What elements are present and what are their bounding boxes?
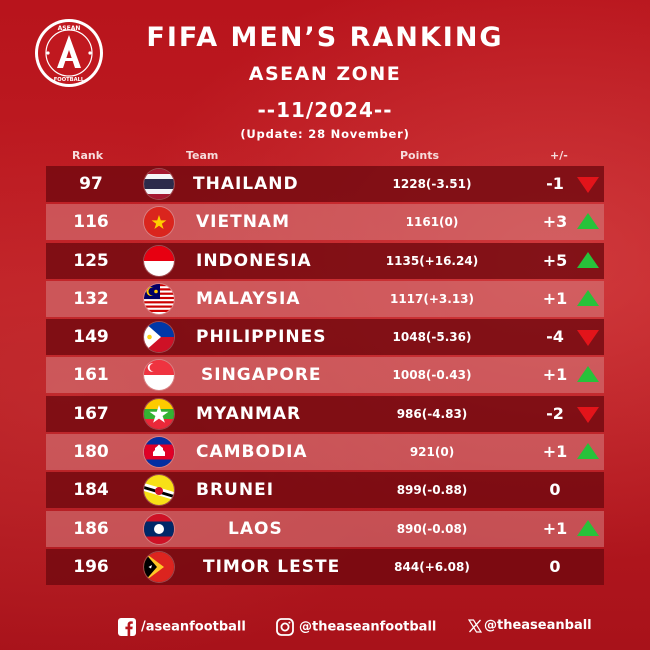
team-cell: BRUNEI: [196, 480, 275, 501]
instagram-handle: @theaseanfootball: [299, 619, 437, 635]
points-cell: 1048(-5.36): [392, 330, 472, 345]
svg-text:ASEAN: ASEAN: [58, 25, 81, 32]
rank-cell: 180: [73, 442, 109, 463]
change-cell: -2: [546, 403, 564, 423]
points-cell: 1117(+3.13): [389, 291, 475, 306]
team-cell: THAILAND: [193, 174, 299, 194]
facebook-handle: /aseanfootball: [141, 619, 246, 635]
down-arrow-icon: [577, 406, 599, 423]
column-header-rank: Rank: [72, 149, 104, 162]
rank-cell: 116: [73, 212, 109, 233]
x-link[interactable]: @theaseanball: [467, 618, 592, 638]
rank-cell: 167: [73, 403, 109, 424]
table-row: 161 SINGAPORE 1008(-0.43) +1: [46, 357, 604, 394]
vietnam-flag-icon: [144, 207, 174, 238]
team-cell: CAMBODIA: [196, 442, 308, 463]
table-row: 132 MALAYSIA 1117(+3.13) +1: [46, 280, 604, 317]
singapore-flag-icon: [144, 360, 174, 391]
rank-cell: 149: [73, 327, 109, 348]
indonesia-flag-icon: [144, 245, 174, 276]
change-cell: 0: [549, 556, 561, 576]
change-cell: -4: [546, 327, 564, 347]
update-date: (Update: 28 November): [240, 127, 410, 141]
points-cell: 1161(0): [405, 215, 459, 230]
column-header-team: Team: [186, 149, 219, 162]
change-cell: +1: [542, 365, 568, 385]
page-title: FIFA MEN’S RANKING: [146, 22, 504, 53]
rank-cell: 186: [73, 518, 109, 539]
table-row: 97 THAILAND 1228(-3.51) -1: [46, 166, 604, 202]
up-arrow-icon: [577, 213, 599, 230]
points-cell: 1135(+16.24): [385, 253, 479, 268]
up-arrow-icon: [577, 443, 599, 460]
cambodia-flag-icon: [144, 437, 174, 468]
rank-cell: 132: [73, 288, 109, 309]
svg-text:FOOTBALL: FOOTBALL: [54, 77, 85, 83]
team-cell: SINGAPORE: [201, 365, 322, 386]
down-arrow-icon: [577, 330, 599, 347]
points-cell: 890(-0.08): [396, 521, 468, 536]
rank-cell: 184: [73, 480, 109, 501]
column-header-points: Points: [400, 149, 440, 162]
team-cell: TIMOR LESTE: [203, 556, 341, 577]
thailand-flag-icon: [144, 169, 174, 199]
ranking-table: 97 THAILAND 1228(-3.51) -1 116 VIETNAM 1…: [46, 166, 604, 587]
points-cell: 1228(-3.51): [392, 177, 472, 191]
up-arrow-icon: [577, 519, 599, 536]
change-cell: +1: [542, 442, 568, 462]
table-row: 180 CAMBODIA 921(0) +1: [46, 434, 604, 471]
team-cell: LAOS: [228, 518, 283, 539]
table-row: 116 VIETNAM 1161(0) +3: [46, 204, 604, 241]
malaysia-flag-icon: [144, 283, 174, 314]
rank-cell: 125: [73, 250, 109, 271]
column-header-change: +/-: [550, 149, 568, 162]
philippines-flag-icon: [144, 322, 174, 353]
change-cell: +5: [542, 250, 568, 270]
asean-football-logo: ASEAN FOOTBALL: [34, 18, 104, 88]
team-cell: PHILIPPINES: [196, 327, 327, 348]
instagram-icon: [276, 618, 294, 636]
change-cell: +3: [542, 212, 568, 232]
down-arrow-icon: [577, 177, 599, 193]
points-cell: 921(0): [409, 445, 455, 460]
change-cell: -1: [546, 174, 564, 193]
brunei-flag-icon: [144, 475, 174, 506]
points-cell: 1008(-0.43): [392, 368, 472, 383]
team-cell: VIETNAM: [196, 212, 290, 233]
points-cell: 844(+6.08): [394, 559, 470, 574]
change-cell: 0: [549, 480, 561, 500]
rank-cell: 196: [73, 556, 109, 577]
zone-subtitle: ASEAN ZONE: [248, 63, 402, 85]
points-cell: 986(-4.83): [396, 406, 468, 421]
up-arrow-icon: [577, 289, 599, 306]
rank-cell: 161: [73, 365, 109, 386]
team-cell: MYANMAR: [196, 403, 302, 424]
table-row: 125 INDONESIA 1135(+16.24) +5: [46, 242, 604, 279]
instagram-link[interactable]: @theaseanfootball: [276, 618, 436, 638]
facebook-icon: [118, 618, 136, 636]
rank-cell: 97: [79, 174, 103, 194]
facebook-link[interactable]: /aseanfootball: [118, 618, 246, 638]
up-arrow-icon: [577, 366, 599, 383]
timor-leste-flag-icon: [144, 551, 174, 582]
x-handle: @theaseanball: [484, 618, 592, 633]
ranking-period: --11/2024--: [257, 98, 393, 122]
laos-flag-icon: [144, 513, 174, 544]
team-cell: INDONESIA: [196, 250, 312, 271]
table-row: 149 PHILIPPINES 1048(-5.36) -4: [46, 319, 604, 356]
up-arrow-icon: [577, 251, 599, 268]
x-logo-icon: [467, 618, 483, 633]
change-cell: +1: [542, 288, 568, 308]
table-row: 186 LAOS 890(-0.08) +1: [46, 510, 604, 547]
table-row: 167 MYANMAR 986(-4.83) -2: [46, 395, 604, 432]
table-row: 184 BRUNEI 899(-0.88) 0: [46, 472, 604, 509]
points-cell: 899(-0.88): [396, 483, 468, 498]
team-cell: MALAYSIA: [196, 288, 301, 309]
table-row: 196 TIMOR LESTE 844(+6.08) 0: [46, 548, 604, 585]
myanmar-flag-icon: [144, 398, 174, 429]
change-cell: +1: [542, 518, 568, 538]
